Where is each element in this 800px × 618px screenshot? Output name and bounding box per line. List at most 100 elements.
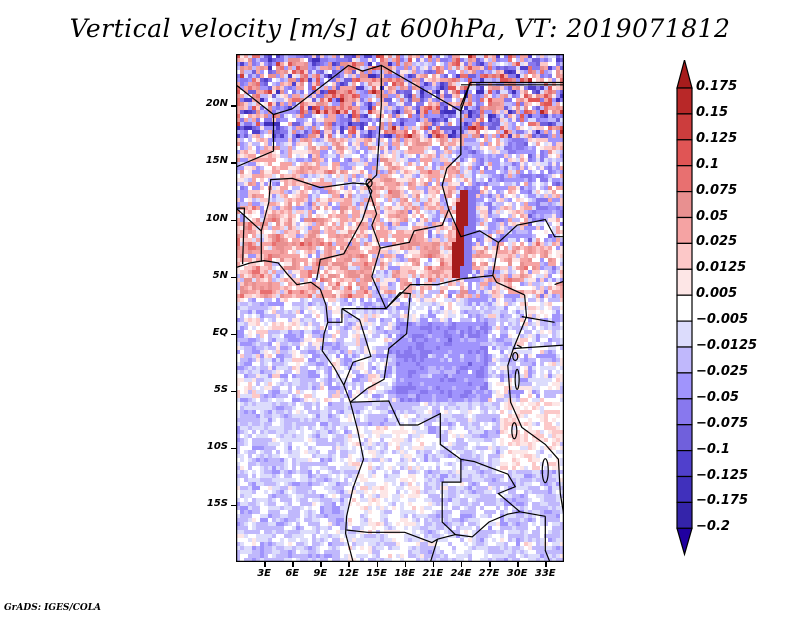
field-cell (256, 258, 260, 262)
field-cell (332, 206, 336, 210)
field-cell (548, 166, 552, 170)
field-cell (544, 206, 548, 210)
field-cell (424, 290, 428, 294)
field-cell (428, 114, 432, 118)
field-cell (456, 254, 460, 258)
field-cell (372, 86, 376, 90)
field-cell (276, 222, 280, 226)
field-cell (548, 174, 552, 178)
field-cell (340, 286, 344, 290)
field-cell (504, 294, 508, 298)
field-cell (540, 154, 544, 158)
field-cell (488, 122, 492, 126)
field-cell (496, 238, 500, 242)
field-cell (348, 254, 352, 258)
field-cell (360, 66, 364, 70)
field-cell (244, 86, 248, 90)
field-cell (392, 278, 396, 282)
field-cell (524, 198, 528, 202)
field-cell (328, 262, 332, 266)
field-cell (540, 226, 544, 230)
field-cell (312, 254, 316, 258)
field-cell (356, 130, 360, 134)
field-cell (304, 162, 308, 166)
field-cell (348, 270, 352, 274)
field-cell (348, 262, 352, 266)
field-cell (544, 122, 548, 126)
field-cell (316, 214, 320, 218)
field-cell (364, 66, 368, 70)
field-cell (552, 262, 556, 266)
field-cell (508, 190, 512, 194)
field-cell (380, 214, 384, 218)
field-cell (348, 98, 352, 102)
field-cell (544, 78, 548, 82)
field-cell (396, 146, 400, 150)
field-cell (440, 234, 444, 238)
field-cell (312, 118, 316, 122)
field-cell (556, 178, 560, 182)
field-cell (376, 250, 380, 254)
field-cell (408, 166, 412, 170)
field-cell (308, 142, 312, 146)
field-cell (416, 150, 420, 154)
field-cell (360, 70, 364, 74)
field-cell (496, 150, 500, 154)
field-cell (256, 210, 260, 214)
field-cell (512, 190, 516, 194)
field-cell (540, 194, 544, 198)
field-cell (512, 250, 516, 254)
field-cell (240, 294, 244, 298)
field-cell (424, 286, 428, 290)
field-cell (476, 170, 480, 174)
field-cell (416, 258, 420, 262)
field-cell (376, 114, 380, 118)
field-cell (276, 54, 280, 58)
field-cell (272, 278, 276, 282)
field-cell (340, 250, 344, 254)
field-cell (552, 102, 556, 106)
field-cell (540, 118, 544, 122)
field-cell (392, 126, 396, 130)
field-cell (532, 278, 536, 282)
field-cell (244, 218, 248, 222)
field-cell (492, 146, 496, 150)
field-cell (384, 222, 388, 226)
field-cell (384, 110, 388, 114)
field-cell (540, 254, 544, 258)
field-cell (304, 234, 308, 238)
field-cell (480, 90, 484, 94)
field-cell (416, 178, 420, 182)
field-cell (436, 130, 440, 134)
field-cell (292, 242, 296, 246)
field-cell (388, 70, 392, 74)
field-cell (488, 278, 492, 282)
field-cell (372, 146, 376, 150)
field-cell (476, 222, 480, 226)
field-cell (336, 190, 340, 194)
field-cell (428, 290, 432, 294)
field-cell (244, 234, 248, 238)
field-cell (364, 278, 368, 282)
field-cell (472, 194, 476, 198)
field-cell (364, 74, 368, 78)
field-cell (528, 290, 532, 294)
field-cell (360, 194, 364, 198)
field-cell (308, 254, 312, 258)
field-cell (528, 222, 532, 226)
field-cell (292, 118, 296, 122)
field-cell (420, 150, 424, 154)
field-cell (332, 122, 336, 126)
field-cell (520, 130, 524, 134)
field-cell (496, 142, 500, 146)
field-cell (540, 274, 544, 278)
field-cell (408, 234, 412, 238)
field-cell (288, 90, 292, 94)
field-cell (388, 222, 392, 226)
field-cell (308, 66, 312, 70)
field-cell (312, 86, 316, 90)
field-cell (488, 54, 492, 58)
field-cell (324, 70, 328, 74)
field-cell (488, 90, 492, 94)
field-cell (328, 90, 332, 94)
